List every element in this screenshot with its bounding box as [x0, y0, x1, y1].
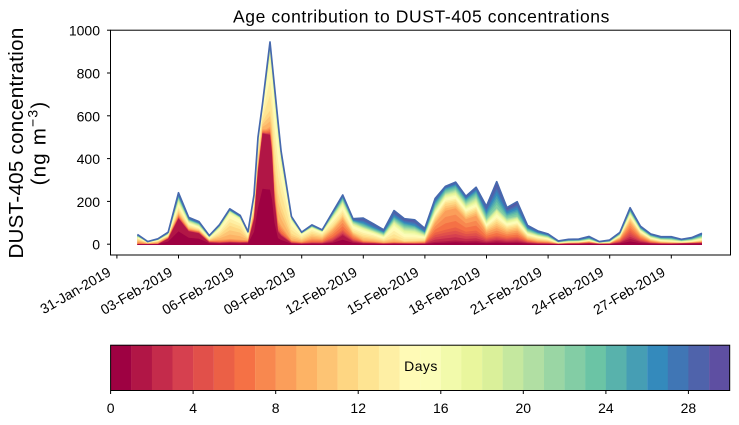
svg-text:4: 4 [189, 400, 197, 416]
svg-text:24: 24 [598, 400, 614, 416]
svg-text:0: 0 [92, 237, 100, 253]
svg-text:Days: Days [404, 358, 438, 374]
svg-text:20: 20 [516, 400, 532, 416]
svg-text:600: 600 [77, 108, 101, 124]
svg-text:16: 16 [433, 400, 449, 416]
svg-text:8: 8 [272, 400, 280, 416]
svg-text:800: 800 [77, 66, 101, 82]
svg-text:28: 28 [681, 400, 697, 416]
svg-text:0: 0 [107, 400, 115, 416]
svg-text:200: 200 [77, 194, 101, 210]
svg-text:Age contribution to DUST-405 c: Age contribution to DUST-405 concentrati… [233, 7, 610, 27]
svg-text:12: 12 [350, 400, 366, 416]
svg-text:DUST-405 concentration: DUST-405 concentration [5, 27, 28, 258]
svg-text:1000: 1000 [69, 23, 100, 39]
svg-text:400: 400 [77, 151, 101, 167]
